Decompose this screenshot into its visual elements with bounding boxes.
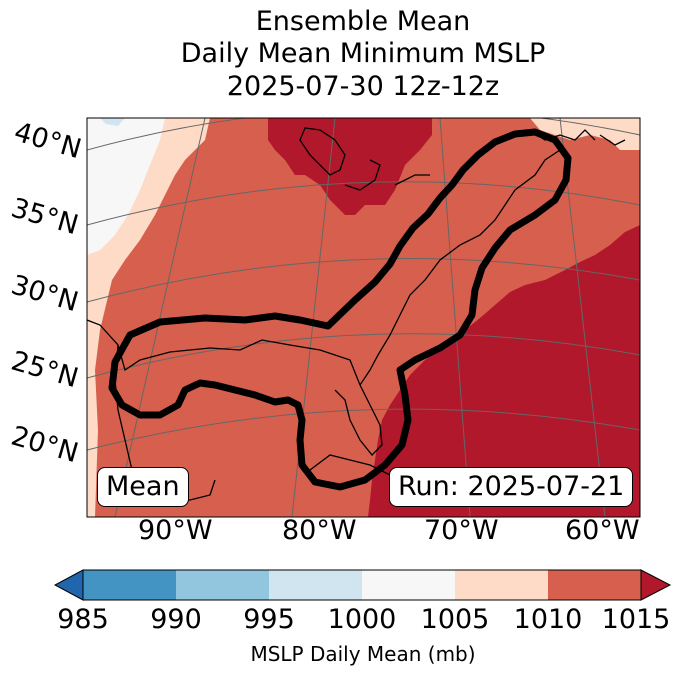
cbar-tick-1015: 1015	[601, 604, 671, 635]
colorbar-frame	[82, 569, 642, 601]
colorbar-segment-985	[83, 570, 176, 600]
graticule	[87, 118, 640, 517]
colorbar-segment-1010	[548, 570, 641, 600]
colorbar-under-arrow	[53, 569, 84, 601]
lon-label-80w: 80°W	[282, 515, 357, 546]
colorbar-over-arrow	[640, 569, 672, 601]
cbar-tick-990: 990	[150, 604, 202, 635]
pressure-field-990-995	[100, 118, 125, 126]
lon-label-70w: 70°W	[424, 515, 499, 546]
pressure-field-1010-1015-atlantic	[368, 225, 640, 517]
colorbar-segment-1005	[455, 570, 548, 600]
cbar-tick-995: 995	[243, 604, 295, 635]
title-line-3: 2025-07-30 12z-12z	[226, 71, 500, 102]
lon-label-90w: 90°W	[138, 515, 213, 546]
map-frame	[86, 117, 641, 518]
colorbar-segment-990	[176, 570, 269, 600]
cbar-tick-985: 985	[57, 604, 109, 635]
pressure-field-995-1000	[87, 118, 165, 255]
title-line-2: Daily Mean Minimum MSLP	[180, 38, 546, 69]
pressure-field-1010-1015-lakes	[268, 118, 432, 215]
colorbar-label: MSLP Daily Mean (mb)	[250, 642, 476, 666]
ensemble-contour	[108, 128, 572, 491]
colorbar-segment-1000	[362, 570, 455, 600]
pressure-field-1000-1005-ne	[530, 118, 640, 150]
cbar-tick-1005: 1005	[420, 604, 490, 635]
cbar-tick-1000: 1000	[327, 604, 397, 635]
mean-label-box: Mean	[97, 467, 189, 507]
colorbar-segment-995	[269, 570, 362, 600]
lon-label-60w: 60°W	[565, 515, 640, 546]
run-date-box: Run: 2025-07-21	[389, 467, 634, 507]
cbar-tick-1010: 1010	[513, 604, 583, 635]
title-line-1: Ensemble Mean	[255, 6, 471, 37]
